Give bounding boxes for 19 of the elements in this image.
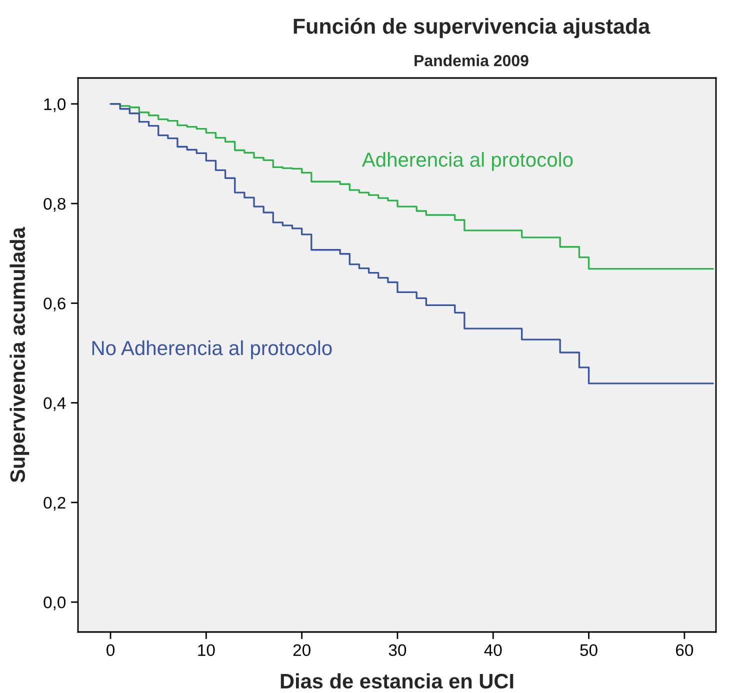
x-tick-label: 0 [106, 644, 115, 656]
x-tick-label: 50 [580, 644, 598, 656]
x-tick-label: 20 [293, 644, 310, 656]
y-tick-label: 0,0 [44, 596, 66, 610]
x-tick-label: 30 [388, 644, 406, 656]
text: No Adherencia al protocolo [92, 340, 332, 360]
y-tick-label: 0,4 [44, 397, 66, 411]
x-tick-label: 10 [198, 644, 215, 656]
x-axis-title: Dias de estancia en UCI [280, 673, 514, 689]
y-tick-label: 0,8 [44, 198, 66, 212]
y-tick-label: 1,0 [44, 98, 66, 112]
x-tick-label: 60 [676, 644, 694, 656]
y-tick-label: 0,2 [44, 496, 66, 511]
chart-subtitle: Pandemia 2009 [414, 54, 528, 66]
series-label: Adherencia al protocolo [362, 152, 573, 171]
y-tick-label: 0,6 [44, 298, 66, 312]
x-tick-label: 40 [484, 644, 502, 656]
y-axis-title: Supervivencia acumulada [10, 226, 30, 482]
chart-title: Función de supervivencia ajustada [294, 18, 650, 38]
